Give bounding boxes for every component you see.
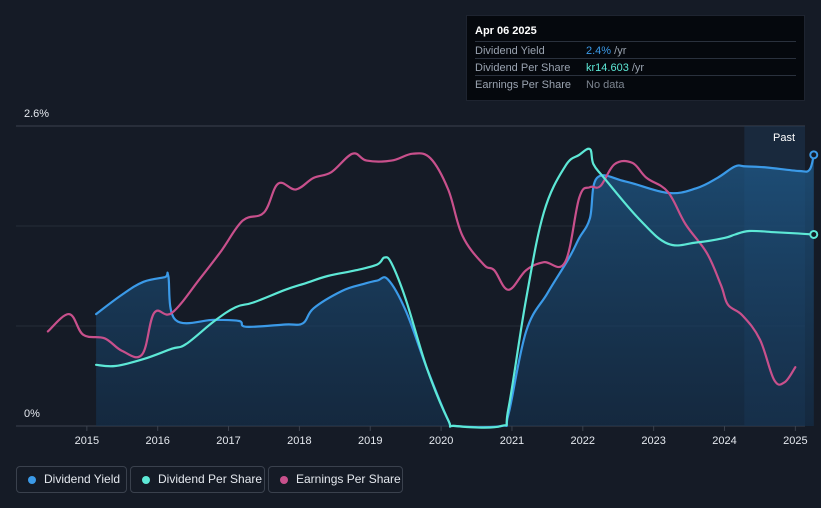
x-tick-label: 2020 <box>429 435 453 447</box>
tooltip-label: Dividend Per Share <box>475 62 571 74</box>
dividend-yield-end-marker <box>809 150 819 160</box>
legend-dot <box>142 476 150 484</box>
tooltip-value: No data <box>586 79 625 91</box>
legend-item-earnings-per-share[interactable]: Earnings Per Share <box>268 466 403 493</box>
tooltip-value: 2.4% /yr <box>586 45 626 57</box>
legend-label: Dividend Yield <box>44 472 121 486</box>
x-tick-label: 2017 <box>216 435 240 447</box>
x-tick-label: 2021 <box>500 435 524 447</box>
tooltip-value-unit: /yr <box>628 62 645 74</box>
legend-dot <box>28 476 36 484</box>
tooltip-value-unit: /yr <box>611 45 627 57</box>
tooltip-label: Dividend Yield <box>475 45 545 57</box>
past-label: Past <box>773 132 796 144</box>
dividend-yield-area <box>96 154 814 428</box>
tooltip-row-dividend-per-share: Dividend Per Share kr14.603 /yr <box>475 58 796 76</box>
tooltip-value: kr14.603 /yr <box>586 62 644 74</box>
legend-item-dividend-yield[interactable]: Dividend Yield <box>16 466 127 493</box>
earnings-per-share-line <box>46 152 797 386</box>
x-tick-label: 2022 <box>571 435 595 447</box>
x-axis-ticks: 2015 2016 2017 2018 2019 2020 2021 2022 2023 2024… <box>75 426 808 447</box>
x-tick-label: 2025 <box>783 435 807 447</box>
x-tick-label: 2019 <box>358 435 382 447</box>
legend-label: Dividend Per Share <box>158 472 263 486</box>
legend-dot <box>280 476 288 484</box>
tooltip-value-number: No data <box>586 79 625 91</box>
tooltip-date: Apr 06 2025 <box>475 25 537 37</box>
y-axis-max-label: 2.6% <box>24 108 50 120</box>
x-tick-label: 2023 <box>641 435 665 447</box>
x-tick-label: 2015 <box>75 435 99 447</box>
dividend-per-share-end-marker <box>809 229 819 239</box>
legend-item-dividend-per-share[interactable]: Dividend Per Share <box>130 466 265 493</box>
tooltip-value-number: 2.4% <box>586 45 612 57</box>
y-axis-min-label: 0% <box>24 408 40 420</box>
dividend-per-share-line <box>95 147 815 429</box>
series-lines <box>46 147 819 429</box>
tooltip-row-earnings-per-share: Earnings Per Share No data <box>475 75 796 93</box>
tooltip-value-number: kr14.603 <box>586 62 629 74</box>
tooltip-row-dividend-yield: Dividend Yield 2.4% /yr <box>475 41 796 59</box>
tooltip-label: Earnings Per Share <box>475 79 571 91</box>
x-tick-label: 2024 <box>712 435 736 447</box>
x-tick-label: 2018 <box>287 435 311 447</box>
x-tick-label: 2016 <box>145 435 169 447</box>
legend-label: Earnings Per Share <box>296 472 401 486</box>
hover-tooltip: Apr 06 2025 Dividend Yield 2.4% /yr Divi… <box>466 15 805 101</box>
